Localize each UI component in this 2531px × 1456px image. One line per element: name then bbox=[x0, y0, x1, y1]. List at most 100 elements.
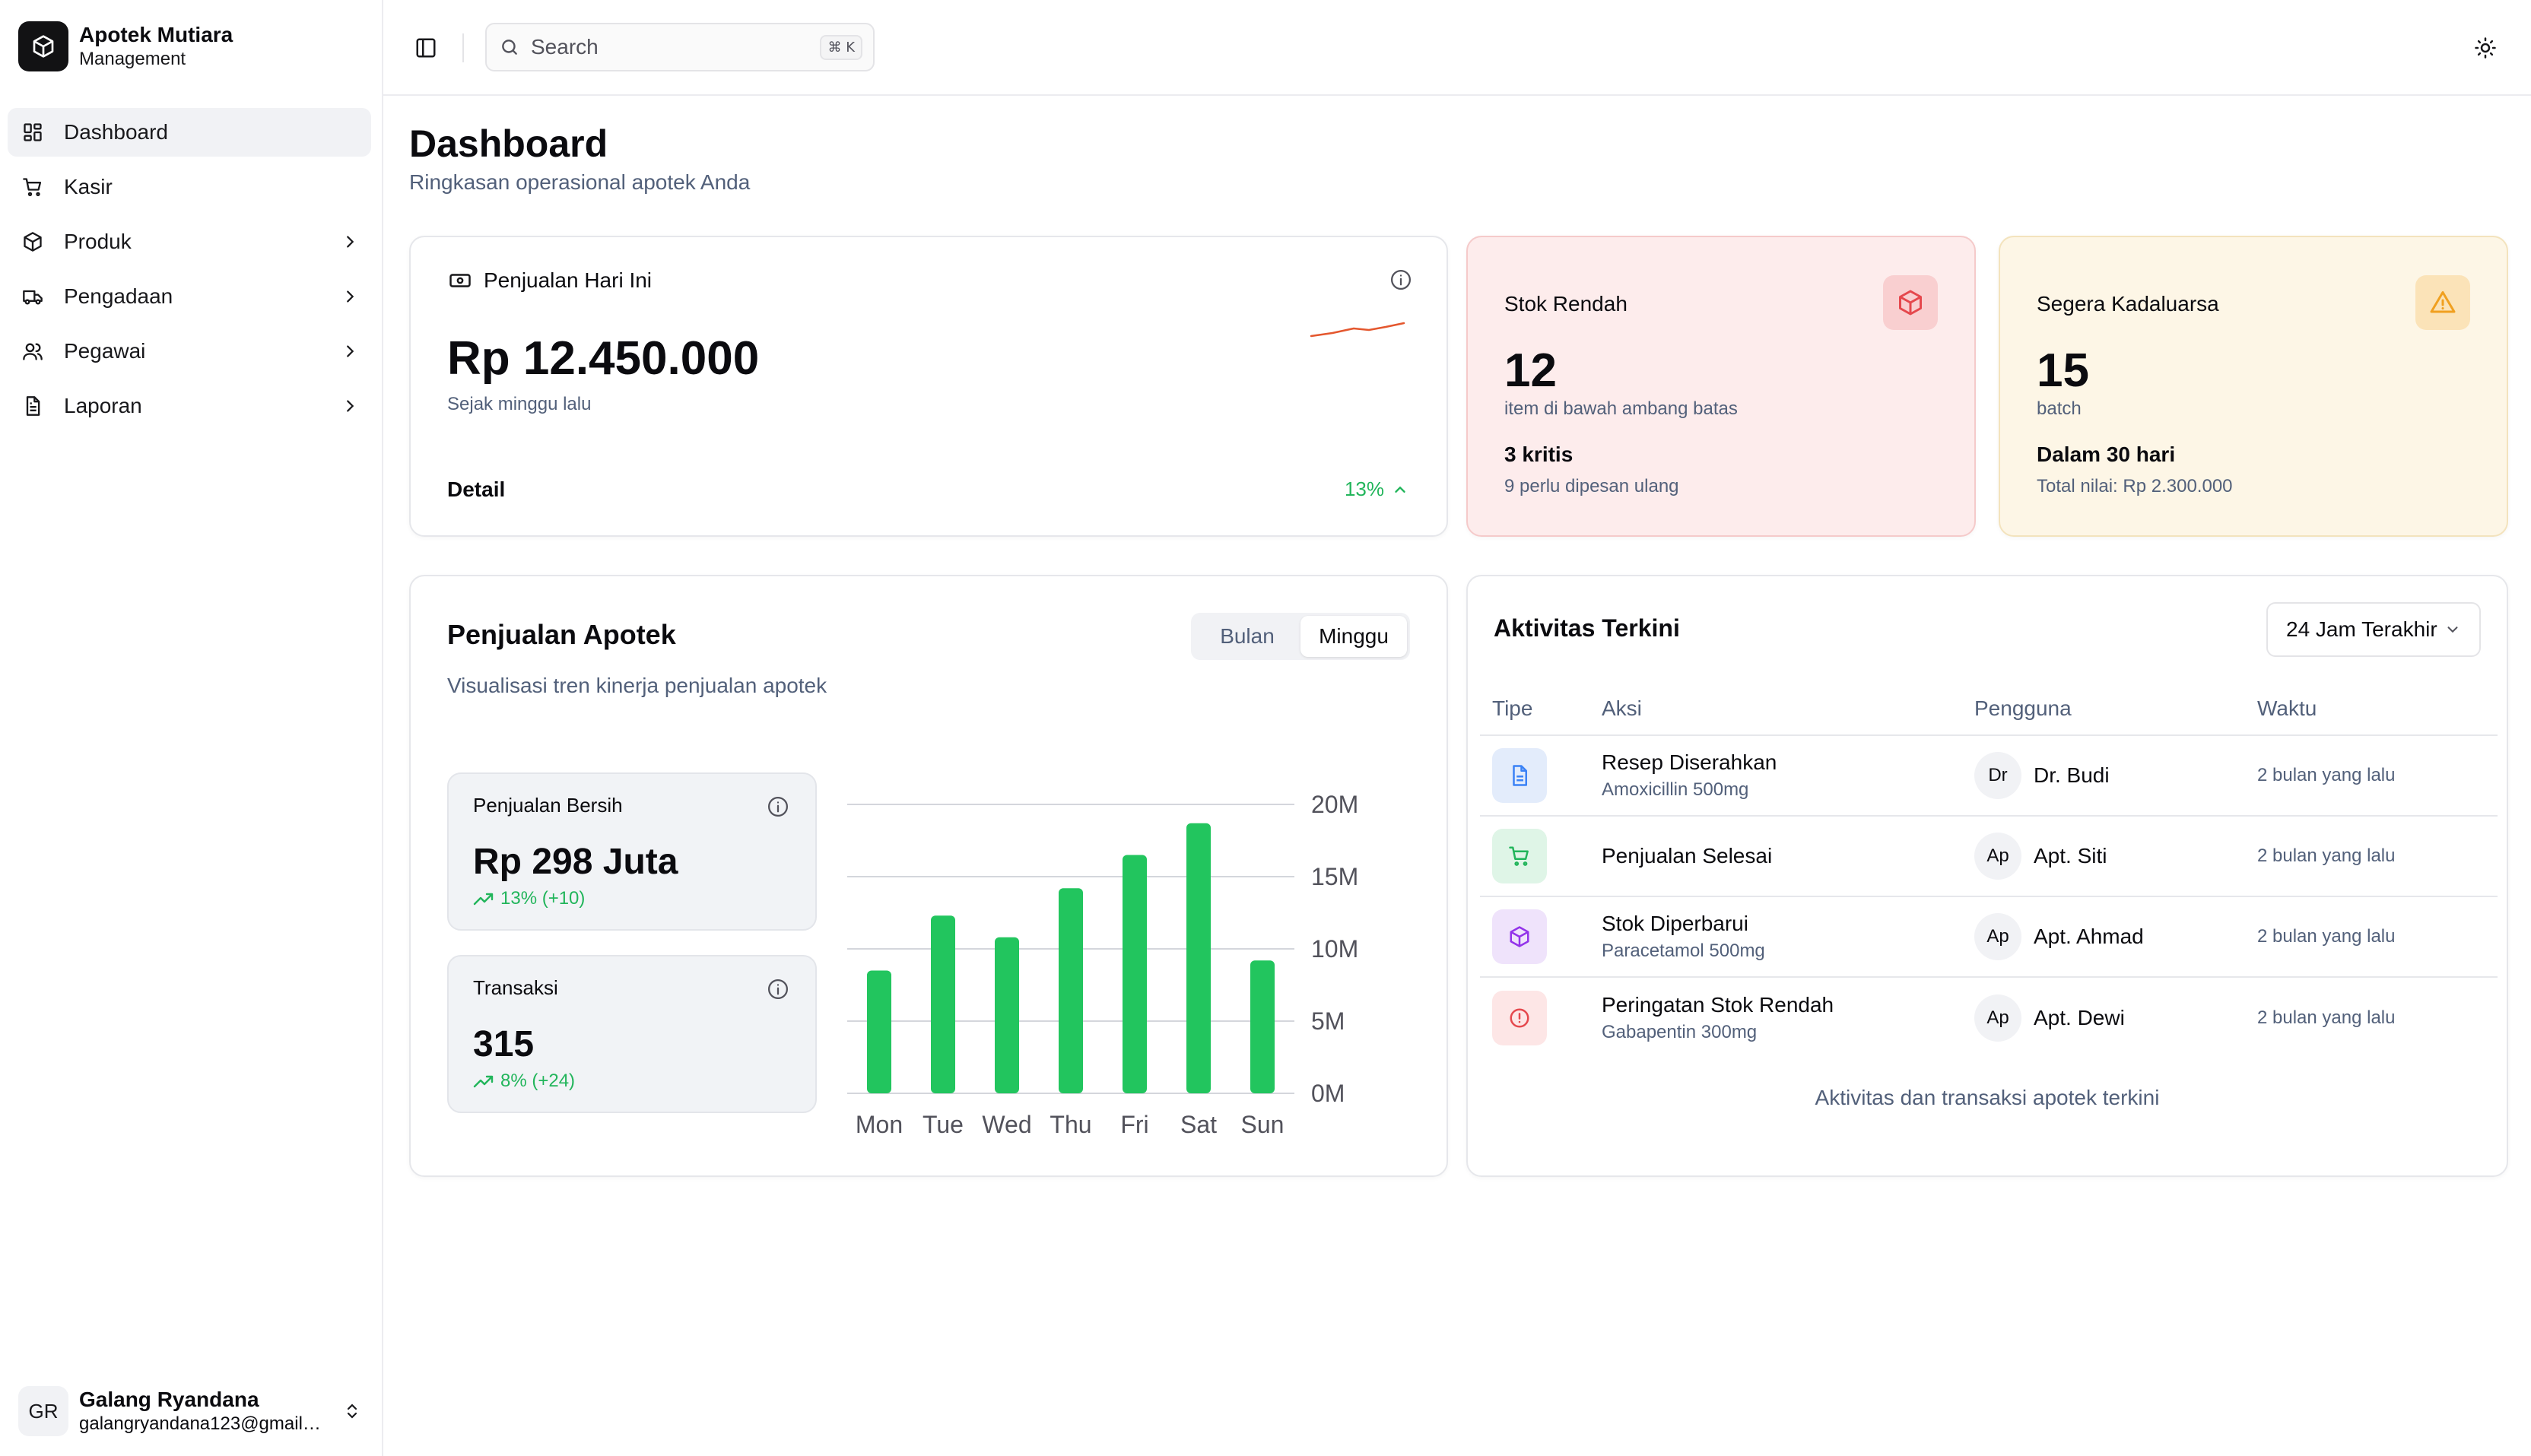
brand[interactable]: Apotek Mutiara Management bbox=[18, 21, 233, 71]
info-icon[interactable] bbox=[1387, 266, 1415, 293]
search-box[interactable]: ⌘ K bbox=[485, 23, 875, 71]
users-icon bbox=[20, 338, 46, 364]
tab-bulan[interactable]: Bulan bbox=[1220, 624, 1275, 648]
sidebar-item-dashboard[interactable]: Dashboard bbox=[8, 108, 371, 157]
avatar: Dr bbox=[1974, 752, 2021, 799]
activity-time: 2 bulan yang lalu bbox=[2257, 845, 2396, 866]
cart-icon bbox=[20, 174, 46, 200]
low-stock-title: Stok Rendah bbox=[1504, 292, 1628, 316]
sales-today-title: Penjualan Hari Ini bbox=[484, 268, 653, 292]
table-row[interactable]: Peringatan Stok Rendah Gabapentin 300mg A… bbox=[1480, 978, 2498, 1058]
net-sales-card: Penjualan Bersih Rp 298 Juta 13% (+10) bbox=[447, 772, 817, 931]
bar-tue[interactable] bbox=[931, 915, 955, 1093]
x-tick-label: Tue bbox=[923, 1111, 964, 1138]
x-tick-label: Fri bbox=[1120, 1111, 1148, 1138]
time-range-select[interactable]: 24 Jam Terakhir bbox=[2266, 602, 2481, 657]
net-sales-value: Rp 298 Juta bbox=[473, 842, 678, 882]
y-tick-label: 10M bbox=[1311, 935, 1358, 963]
search-input[interactable] bbox=[531, 35, 821, 59]
info-icon[interactable] bbox=[765, 794, 791, 820]
sidebar-item-label: Pengadaan bbox=[64, 284, 173, 308]
sidebar-item-label: Dashboard bbox=[64, 120, 168, 144]
avatar: Ap bbox=[1974, 994, 2021, 1042]
document-icon bbox=[1492, 748, 1547, 803]
expiring-desc: batch bbox=[2037, 398, 2082, 419]
y-tick-label: 5M bbox=[1311, 1007, 1345, 1035]
sidebar-item-produk[interactable]: Produk bbox=[8, 217, 371, 266]
toolbar-divider bbox=[462, 33, 464, 62]
chevrons-up-down-icon bbox=[339, 1398, 365, 1424]
topbar: ⌘ K bbox=[383, 0, 2531, 96]
sidebar-item-pengadaan[interactable]: Pengadaan bbox=[8, 272, 371, 321]
sales-today-amount: Rp 12.450.000 bbox=[447, 332, 760, 385]
sidebar-toggle-button[interactable] bbox=[411, 33, 441, 63]
activity-user: Apt. Siti bbox=[2034, 844, 2107, 868]
activity-user: Apt. Dewi bbox=[2034, 1006, 2125, 1029]
activity-time: 2 bulan yang lalu bbox=[2257, 765, 2396, 785]
expiring-card[interactable]: Segera Kadaluarsa 15 batch Dalam 30 hari… bbox=[1999, 236, 2508, 537]
net-sales-trend: 13% (+10) bbox=[473, 888, 585, 909]
sales-sparkline bbox=[1310, 322, 1405, 338]
warning-icon bbox=[2415, 275, 2470, 330]
expiring-total: Total nilai: Rp 2.300.000 bbox=[2037, 476, 2233, 496]
package-icon bbox=[1883, 275, 1938, 330]
sidebar-nav: Dashboard Kasir Produk Pengadaan bbox=[8, 108, 371, 436]
page-subtitle: Ringkasan operasional apotek Anda bbox=[409, 170, 751, 194]
low-stock-card[interactable]: Stok Rendah 12 item di bawah ambang bata… bbox=[1466, 236, 1976, 537]
pharmacy-sales-subtitle: Visualisasi tren kinerja penjualan apote… bbox=[447, 674, 827, 697]
trending-up-icon bbox=[473, 893, 494, 906]
recent-activity-title: Aktivitas Terkini bbox=[1494, 614, 1680, 642]
expiring-title: Segera Kadaluarsa bbox=[2037, 292, 2219, 316]
user-name: Galang Ryandana bbox=[79, 1388, 259, 1411]
user-menu[interactable]: GR Galang Ryandana galangryandana123@gma… bbox=[18, 1384, 365, 1439]
table-row[interactable]: Penjualan Selesai Ap Apt. Siti 2 bulan ya… bbox=[1480, 817, 2498, 897]
column-header: Tipe bbox=[1492, 696, 1533, 720]
bar-sat[interactable] bbox=[1186, 823, 1211, 1093]
bar-fri[interactable] bbox=[1123, 855, 1147, 1094]
search-icon bbox=[497, 35, 522, 59]
activity-action: Peringatan Stok Rendah bbox=[1602, 993, 1834, 1017]
sidebar-item-laporan[interactable]: Laporan bbox=[8, 382, 371, 430]
file-text-icon bbox=[20, 393, 46, 419]
truck-icon bbox=[20, 284, 46, 309]
y-tick-label: 20M bbox=[1311, 791, 1358, 818]
user-email: galangryandana123@gmail.com bbox=[79, 1413, 322, 1434]
detail-link[interactable]: Detail bbox=[447, 477, 506, 501]
tab-minggu[interactable]: Minggu bbox=[1300, 616, 1407, 657]
package-icon bbox=[20, 229, 46, 255]
activity-footer: Aktivitas dan transaksi apotek terkini bbox=[1815, 1086, 2160, 1109]
activity-action: Penjualan Selesai bbox=[1602, 844, 1773, 868]
activity-action: Resep Diserahkan bbox=[1602, 750, 1777, 774]
low-stock-reorder: 9 perlu dipesan ulang bbox=[1504, 476, 1679, 496]
x-tick-label: Sun bbox=[1241, 1111, 1285, 1138]
bar-wed[interactable] bbox=[995, 937, 1019, 1093]
bar-thu[interactable] bbox=[1059, 888, 1083, 1093]
chevron-up-icon bbox=[1395, 486, 1405, 493]
brand-name: Apotek Mutiara bbox=[79, 23, 233, 46]
sidebar: Apotek Mutiara Management Dashboard Kasi… bbox=[0, 0, 383, 1456]
chevron-right-icon bbox=[339, 395, 360, 417]
net-sales-trend-value: 13% (+10) bbox=[500, 888, 586, 909]
sidebar-item-label: Produk bbox=[64, 230, 132, 253]
low-stock-value: 12 bbox=[1504, 344, 1557, 397]
bar-sun[interactable] bbox=[1250, 960, 1275, 1093]
page-title: Dashboard bbox=[409, 122, 608, 165]
column-header: Aksi bbox=[1602, 696, 1642, 720]
activity-table: Tipe Aksi Pengguna Waktu Resep Diserahka… bbox=[1480, 683, 2498, 1058]
sidebar-item-kasir[interactable]: Kasir bbox=[8, 163, 371, 211]
activity-user: Apt. Ahmad bbox=[2034, 925, 2144, 948]
chevron-right-icon bbox=[339, 231, 360, 252]
low-stock-desc: item di bawah ambang batas bbox=[1504, 398, 1738, 419]
transactions-trend-value: 8% (+24) bbox=[500, 1071, 576, 1091]
table-row[interactable]: Stok Diperbarui Paracetamol 500mg Ap Apt. … bbox=[1480, 897, 2498, 978]
table-row[interactable]: Resep Diserahkan Amoxicillin 500mg Dr Dr. … bbox=[1480, 736, 2498, 817]
bar-mon[interactable] bbox=[867, 970, 891, 1094]
info-icon[interactable] bbox=[765, 976, 791, 1002]
sidebar-item-pegawai[interactable]: Pegawai bbox=[8, 327, 371, 376]
theme-toggle-button[interactable] bbox=[2470, 33, 2501, 63]
banknote-icon bbox=[447, 268, 473, 293]
y-tick-label: 15M bbox=[1311, 863, 1358, 890]
activity-time: 2 bulan yang lalu bbox=[2257, 926, 2396, 947]
activity-action: Stok Diperbarui bbox=[1602, 912, 1748, 935]
chevron-right-icon bbox=[339, 286, 360, 307]
